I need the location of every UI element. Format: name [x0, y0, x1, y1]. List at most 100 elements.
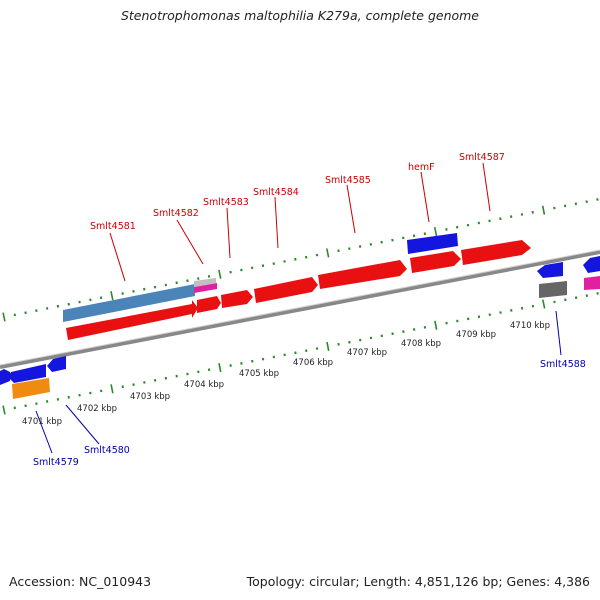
minor-tick	[477, 315, 481, 319]
scale-label-4702: 4702 kbp	[77, 404, 117, 414]
gene-label-smlt4588[interactable]: Smlt4588	[540, 359, 586, 370]
minor-tick	[121, 385, 124, 389]
minor-tick	[99, 389, 103, 393]
genome-summary-text: Topology: circular; Length: 4,851,126 bp…	[246, 574, 590, 589]
scale-label-4703: 4703 kbp	[130, 392, 170, 402]
gene-smlt4582-magenta[interactable]	[194, 283, 217, 293]
gene-hemf-blue[interactable]	[407, 233, 458, 254]
minor-tick	[56, 304, 60, 308]
gene-label-smlt4583[interactable]: Smlt4583	[203, 197, 249, 208]
gene-label-smlt4585[interactable]: Smlt4585	[325, 175, 371, 186]
minor-tick	[261, 357, 265, 361]
gene-smlt4579-blue[interactable]	[8, 364, 46, 383]
major-tick	[110, 291, 114, 301]
gene-hemf[interactable]	[410, 251, 461, 273]
minor-tick	[499, 311, 502, 314]
minor-tick	[164, 283, 168, 287]
gene-right-blue-1[interactable]	[537, 262, 563, 278]
gene-smlt4585[interactable]	[318, 260, 407, 289]
minor-tick	[229, 364, 232, 367]
minor-tick	[251, 359, 254, 363]
minor-tick	[499, 217, 502, 221]
minor-tick	[261, 264, 265, 268]
major-tick	[434, 320, 438, 330]
minor-tick	[488, 219, 491, 223]
minor-tick	[153, 285, 157, 289]
gene-left-blue-1[interactable]	[0, 369, 10, 385]
minor-tick	[56, 397, 60, 401]
minor-tick	[553, 206, 556, 210]
minor-tick	[574, 296, 578, 300]
minor-tick	[412, 328, 416, 331]
minor-tick	[283, 353, 286, 357]
minor-tick	[272, 355, 276, 359]
minor-tick	[283, 260, 286, 263]
minor-tick	[305, 349, 308, 353]
minor-tick	[445, 321, 448, 325]
scale-label-4707: 4707 kbp	[347, 348, 387, 358]
gene-smlt4581-steelblue[interactable]	[63, 284, 195, 322]
major-tick	[2, 405, 6, 415]
scale-label-4708: 4708 kbp	[401, 339, 441, 349]
minor-tick	[207, 274, 211, 278]
inner-tick-ring	[2, 292, 599, 415]
scale-label-4709: 4709 kbp	[456, 330, 496, 340]
scale-label-4706: 4706 kbp	[293, 358, 333, 368]
minor-tick	[78, 393, 81, 397]
major-tick	[326, 248, 330, 258]
gene-label-smlt4579[interactable]: Smlt4579	[33, 457, 79, 468]
minor-tick	[45, 307, 49, 310]
gene-smlt4584[interactable]	[254, 277, 318, 303]
gene-smlt4583[interactable]	[221, 290, 253, 308]
minor-tick	[89, 391, 92, 395]
major-tick	[542, 299, 546, 309]
minor-tick	[315, 347, 319, 350]
gene-smlt4579[interactable]	[12, 378, 50, 399]
minor-tick	[45, 400, 49, 403]
minor-tick	[272, 262, 275, 266]
minor-tick	[132, 383, 135, 387]
minor-tick	[186, 279, 189, 283]
gene-label-hemf[interactable]: hemF	[408, 162, 435, 173]
minor-tick	[402, 236, 405, 240]
gene-smlt4582[interactable]	[197, 296, 221, 313]
minor-tick	[67, 395, 70, 399]
minor-tick	[520, 213, 524, 216]
gene-label-smlt4581[interactable]: Smlt4581	[90, 221, 136, 232]
gene-smlt4581[interactable]	[66, 300, 198, 340]
reverse-strand-features	[0, 256, 600, 399]
minor-tick	[143, 381, 146, 384]
minor-tick	[143, 287, 146, 291]
scale-label-4710: 4710 kbp	[510, 321, 550, 331]
minor-tick	[24, 311, 27, 315]
gene-smlt4588[interactable]	[539, 281, 567, 298]
gene-label-smlt4580[interactable]: Smlt4580	[84, 445, 130, 456]
major-tick	[218, 269, 222, 279]
gene-left-blue-3[interactable]	[47, 356, 66, 372]
gene-label-smlt4587[interactable]: Smlt4587	[459, 152, 505, 163]
minor-tick	[456, 319, 459, 323]
minor-tick	[240, 361, 243, 365]
minor-tick	[402, 330, 405, 334]
map-title: Stenotrophomonas maltophilia K279a, comp…	[120, 8, 480, 23]
gene-label-smlt4582[interactable]: Smlt4582	[153, 208, 199, 219]
major-tick	[541, 205, 546, 215]
minor-tick	[35, 309, 38, 313]
gene-right-blue-2[interactable]	[583, 256, 600, 273]
minor-tick	[78, 300, 81, 304]
accession-text: Accession: NC_010943	[9, 574, 152, 589]
genome-backbone	[0, 250, 600, 369]
major-tick	[326, 341, 330, 351]
genome-backbone-highlight	[0, 249, 600, 366]
minor-tick	[391, 238, 394, 242]
minor-tick	[488, 313, 491, 317]
gene-right-magenta[interactable]	[584, 276, 600, 290]
gene-smlt4587[interactable]	[461, 240, 531, 265]
minor-tick	[380, 240, 383, 244]
gene-smlt4582-gray[interactable]	[194, 278, 216, 287]
major-tick	[110, 384, 114, 394]
gene-label-smlt4584[interactable]: Smlt4584	[253, 187, 299, 198]
minor-tick	[294, 351, 297, 355]
scale-labels: 4701 kbp 4702 kbp 4703 kbp 4704 kbp 4705…	[22, 321, 550, 427]
